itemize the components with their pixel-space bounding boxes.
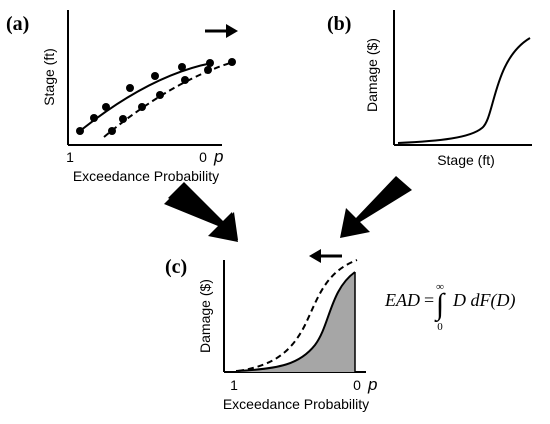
- panel-c-tick-0: 0: [353, 377, 361, 393]
- panel-b-label: (b): [327, 13, 351, 35]
- panel-a-y-title: Stage (ft): [41, 48, 57, 106]
- panel-a: (a): [6, 10, 238, 184]
- arrow-a-to-c-icon: [164, 182, 238, 242]
- panel-c-left-arrow-icon: [309, 249, 342, 263]
- panel-a-p-label: p: [213, 147, 223, 166]
- panel-a-right-arrow-icon: [205, 24, 238, 38]
- panel-c-y-title: Damage ($): [197, 279, 213, 353]
- panel-b-y-title: Damage ($): [364, 38, 380, 112]
- panel-a-point: [156, 91, 164, 99]
- panel-a-point: [228, 58, 236, 66]
- equation-lhs: EAD: [384, 290, 420, 310]
- panel-c-label: (c): [165, 256, 187, 278]
- panel-a-point: [76, 127, 84, 135]
- panel-a-point: [151, 72, 159, 80]
- equation-equals: =: [424, 290, 434, 310]
- panel-a-tick-0: 0: [199, 149, 207, 165]
- panel-c-x-title: Exceedance Probability: [223, 396, 369, 412]
- panel-a-point: [108, 127, 116, 135]
- equation-lower-limit: 0: [437, 321, 443, 333]
- panel-c-solid-curve: [235, 271, 356, 372]
- panel-a-point: [126, 84, 134, 92]
- panel-a-label: (a): [6, 13, 29, 35]
- arrow-b-to-c-icon: [340, 176, 412, 238]
- panel-b-x-title: Stage (ft): [437, 152, 495, 168]
- panel-a-point: [206, 59, 214, 67]
- panel-a-solid-curve: [79, 62, 213, 132]
- panel-a-point: [204, 66, 212, 74]
- panel-c-p-label: p: [367, 375, 377, 394]
- panel-b: (b) Stage (ft) Damage ($): [327, 10, 532, 168]
- equation-integral-sign: ∫: [434, 288, 446, 323]
- panel-a-solid-points: [76, 59, 214, 135]
- panel-a-point: [90, 114, 98, 122]
- panel-c-tick-1: 1: [230, 377, 238, 393]
- equation-integrand: D dF(D): [452, 290, 515, 311]
- panel-a-x-title: Exceedance Probability: [73, 168, 219, 184]
- panel-c: (c) 1 0 p Exceedance Probability Damage …: [165, 249, 377, 412]
- panel-a-point: [119, 115, 127, 123]
- equation-upper-limit: ∞: [436, 281, 444, 293]
- ead-equation: EAD = ∞ ∫ 0 D dF(D): [384, 281, 515, 333]
- panel-a-tick-1: 1: [66, 149, 74, 165]
- panel-a-dashed-curve: [103, 61, 234, 138]
- panel-a-point: [181, 76, 189, 84]
- panel-a-dashed-points: [108, 58, 236, 135]
- panel-a-point: [178, 63, 186, 71]
- panel-b-damage-curve: [397, 37, 531, 144]
- panel-a-point: [102, 103, 110, 111]
- panel-c-dashed-curve: [237, 259, 358, 372]
- panel-a-point: [138, 103, 146, 111]
- panel-c-ead-area: [236, 272, 355, 372]
